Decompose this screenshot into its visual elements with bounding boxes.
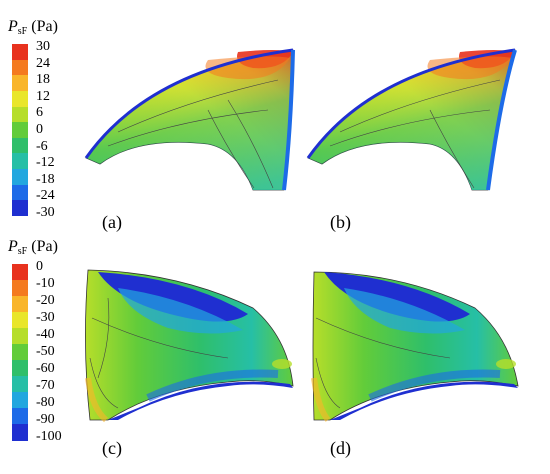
contour-panel-b: [300, 40, 522, 200]
legend-top-symbol: P: [8, 18, 18, 35]
legend_bottom-swatch: [12, 376, 28, 393]
legend_top-swatch: [12, 153, 28, 170]
contour-plot-a: [84, 48, 295, 191]
contour-plot-b: [306, 48, 517, 191]
legend_bottom-tick-label: -30: [36, 310, 55, 325]
legend_bottom-tick-label: -20: [36, 293, 55, 308]
legend_top-tick-label: -6: [36, 138, 48, 154]
legend_top-tick-label: 0: [36, 122, 43, 137]
legend_bottom-swatch: [12, 360, 28, 377]
contour-plot-c: [85, 269, 294, 423]
legend_top-swatch: [12, 90, 28, 108]
legend_top-tick-label: 24: [36, 55, 50, 71]
panel-label-a: (a): [102, 212, 122, 232]
legend_bottom-tick-label: -70: [36, 378, 55, 393]
legend-bottom-subscript: sF: [17, 246, 28, 257]
legend_bottom-tick-label: -10: [36, 276, 55, 291]
legend_bottom-tick-label: -100: [36, 429, 62, 444]
colorbar-top: [12, 44, 28, 217]
legend_top-swatch: [12, 122, 28, 139]
panel-label-d: (d): [330, 438, 351, 458]
legend-bottom-unit: (Pa): [31, 238, 58, 255]
legend_bottom-swatch: [12, 408, 28, 425]
legend_top-swatch: [12, 59, 28, 76]
contour-panel-c: [78, 258, 300, 428]
legend-top-subscript: sF: [17, 26, 28, 37]
legend_bottom-swatch: [12, 312, 28, 329]
colorbar-bottom: [12, 264, 28, 441]
legend-bottom-symbol: P: [8, 238, 18, 255]
legend_top-swatch: [12, 169, 28, 186]
contour-plot-d: [311, 271, 519, 422]
legend_top-tick-label: 30: [36, 39, 50, 54]
legend_bottom-swatch: [12, 264, 28, 281]
panel-label-c: (c): [102, 438, 122, 458]
legend_top-swatch: [12, 200, 28, 217]
legend_bottom-swatch: [12, 392, 28, 409]
legend_bottom-tick-label: -40: [36, 327, 55, 342]
panel-label-b: (b): [330, 212, 351, 232]
legend_top-tick-label: 6: [36, 105, 43, 121]
legend_bottom-swatch: [12, 328, 28, 345]
legend_bottom-tick-label: -50: [36, 344, 55, 359]
legend_bottom-tick-label: 0: [36, 259, 43, 274]
legend-top-unit: (Pa): [31, 18, 58, 35]
legend_bottom-tick-label: -80: [36, 395, 55, 410]
legend-top-title: PsF (Pa): [8, 18, 58, 37]
legend_top-swatch: [12, 137, 28, 154]
legend_top-swatch: [12, 44, 28, 61]
legend_bottom-swatch: [12, 280, 28, 297]
legend_bottom-swatch: [12, 424, 28, 441]
legend_bottom-swatch: [12, 344, 28, 361]
legend_top-swatch: [12, 106, 28, 123]
legend_top-tick-label: 12: [36, 88, 50, 104]
legend_bottom-swatch: [12, 296, 28, 313]
legend_bottom-tick-label: -90: [36, 412, 55, 427]
legend_top-tick-label: -30: [36, 205, 55, 220]
legend_top-tick-label: -24: [36, 188, 55, 204]
contour-panel-d: [300, 258, 522, 428]
legend-bottom-title: PsF (Pa): [8, 238, 58, 257]
legend_bottom-tick-label: -60: [36, 361, 55, 376]
legend_top-tick-label: -18: [36, 171, 55, 187]
legend_top-swatch: [12, 184, 28, 201]
contour-panel-a: [78, 40, 300, 200]
legend_top-tick-label: -12: [36, 155, 55, 171]
legend_top-tick-label: 18: [36, 72, 50, 88]
legend_top-swatch: [12, 75, 28, 92]
